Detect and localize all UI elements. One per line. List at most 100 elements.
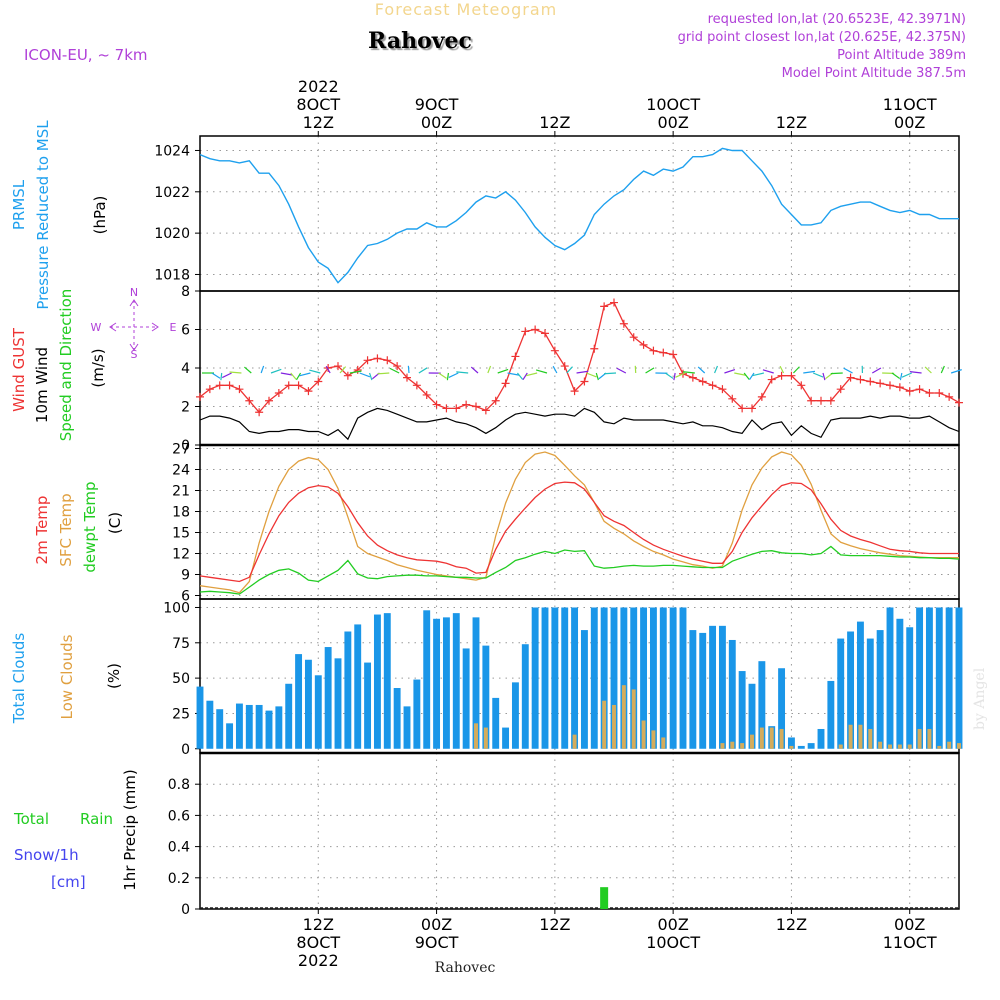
total-cloud-bar	[196, 686, 204, 749]
low-cloud-bar	[621, 685, 626, 749]
low-cloud-bar	[651, 730, 656, 749]
low-cloud-bar	[661, 737, 666, 749]
wind-direction-arrow	[309, 369, 321, 374]
gust-marker	[215, 381, 224, 390]
rain-legend-rain: Rain	[80, 810, 113, 828]
gust-marker	[225, 381, 234, 390]
bottom-time-label: 8OCT	[296, 933, 340, 952]
wind-direction-arrow	[290, 372, 297, 380]
total-cloud-bar	[610, 607, 618, 749]
total-clouds-label: Total Clouds	[10, 633, 28, 725]
total-cloud-bar	[620, 607, 628, 749]
total-cloud-bar	[886, 607, 894, 749]
gust-marker	[826, 396, 835, 405]
low-cloud-bar	[947, 741, 952, 749]
model-label: ICON-EU, ~ 7km	[24, 46, 148, 64]
low-cloud-bar	[750, 734, 754, 749]
wind-direction-arrow	[377, 372, 390, 375]
gust-marker	[738, 404, 747, 413]
total-cloud-bar	[433, 618, 441, 749]
gust-marker	[688, 373, 697, 382]
wind-direction-arrow	[909, 371, 922, 374]
point-altitude: Point Altitude 389m	[837, 48, 966, 63]
gust-marker	[235, 385, 244, 394]
wind-direction-arrow	[418, 367, 428, 374]
total-cloud-bar	[847, 631, 855, 749]
low-cloud-bar	[720, 743, 725, 749]
wind-direction-arrow	[779, 365, 785, 374]
top-time-label: 12Z	[303, 113, 334, 132]
compass-arrowhead	[129, 299, 139, 307]
wind-direction-arrow	[446, 372, 450, 381]
total-cloud-bar	[324, 647, 332, 749]
gust-marker	[521, 327, 530, 336]
gust-marker	[757, 392, 766, 401]
wind-direction-arrow	[516, 372, 524, 380]
gust-marker	[797, 381, 806, 390]
gust-marker	[432, 400, 441, 409]
wind-direction-arrow	[664, 372, 674, 379]
total-cloud-bar	[827, 680, 835, 749]
y-tick-label: 24	[172, 463, 190, 479]
total-cloud-bar	[275, 706, 283, 749]
total-cloud-bar	[383, 613, 391, 749]
pressure-desc-label: Pressure Reduced to MSL	[34, 120, 52, 310]
wind-line	[199, 407, 960, 441]
gust-marker	[935, 389, 944, 398]
gust-marker	[274, 389, 283, 398]
snow-legend: Snow/1h	[14, 846, 79, 864]
wind-direction-arrow	[522, 372, 528, 381]
total-cloud-bar	[817, 728, 825, 749]
total-cloud-bar	[235, 703, 243, 749]
low-cloud-bar	[779, 728, 784, 749]
temp-2m-label: 2m Temp	[33, 496, 51, 565]
total-cloud-bar	[462, 648, 470, 749]
y-tick-label: 6	[181, 589, 190, 605]
gust-line	[199, 301, 960, 414]
wind-direction-arrow	[407, 365, 410, 374]
gust-marker	[836, 385, 845, 394]
wind-direction-arrow	[843, 367, 853, 374]
wind-direction-arrow	[220, 372, 223, 381]
total-cloud-bar	[787, 737, 795, 749]
low-cloud-bar	[927, 728, 932, 749]
total-cloud-bar	[245, 704, 253, 749]
total-cloud-bar	[531, 607, 539, 749]
total-cloud-bar	[580, 630, 588, 749]
compass-n: N	[130, 286, 138, 299]
total-cloud-bar	[718, 625, 726, 749]
wind-direction-arrow	[552, 365, 558, 374]
wind-direction-arrow	[339, 366, 347, 374]
top-time-label: 12Z	[776, 113, 807, 132]
gust-marker	[777, 371, 786, 380]
temp-2m-line	[199, 481, 959, 583]
wind-direction-arrow	[803, 370, 816, 374]
pressure-unit-label: (hPa)	[91, 196, 109, 235]
sfc-temp-line	[199, 451, 959, 594]
gust-marker	[541, 329, 549, 338]
y-tick-label: 1020	[154, 226, 190, 242]
low-cloud-bar	[838, 744, 843, 749]
wind-direction-arrow	[899, 372, 903, 381]
low-cloud-bar	[907, 744, 912, 749]
bottom-time-label: 10OCT	[646, 933, 700, 952]
wind-direction-arrow	[349, 370, 362, 374]
gust-marker	[767, 375, 776, 384]
compass-arrowhead	[151, 322, 159, 332]
y-tick-label: 27	[172, 442, 190, 458]
dewpt-line	[199, 545, 960, 595]
total-cloud-bar	[728, 639, 736, 749]
total-cloud-bar	[255, 704, 263, 749]
gust-marker	[659, 348, 668, 357]
low-cloud-bar	[730, 741, 735, 749]
wind-10m-label: 10m Wind	[33, 347, 51, 423]
gust-marker	[915, 385, 924, 394]
total-cloud-bar	[689, 630, 697, 749]
gust-marker	[531, 325, 540, 334]
top-time-label: 10OCT	[646, 95, 700, 114]
compass-w: W	[91, 321, 102, 334]
wind-direction-arrow	[830, 372, 843, 375]
wind-direction-arrow	[675, 372, 686, 378]
top-time-label: 00Z	[421, 113, 452, 132]
